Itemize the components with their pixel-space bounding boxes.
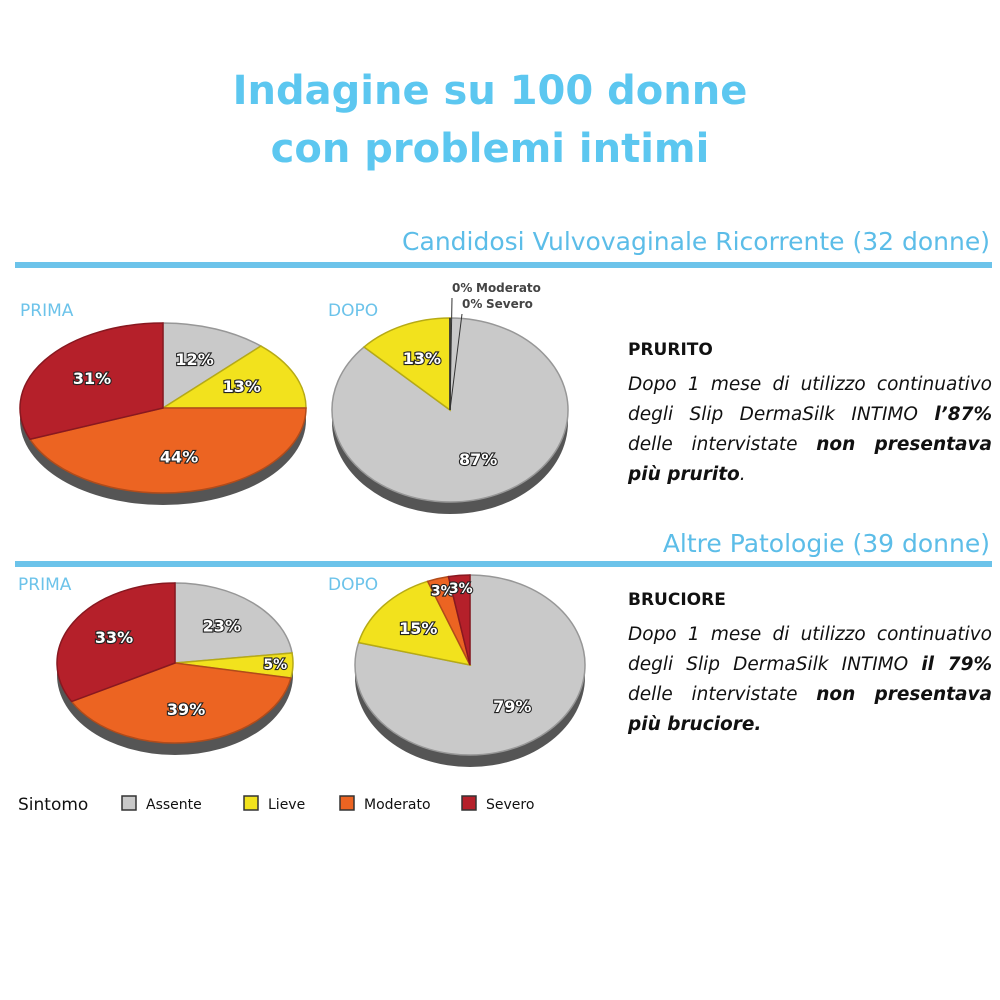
value-label: 15%: [399, 619, 437, 638]
symptom: BRUCIORE: [628, 590, 726, 610]
legend-label: Lieve: [268, 797, 305, 813]
text-run: non presentava più bruciore.: [628, 684, 992, 735]
value-label: 0%: [452, 281, 472, 295]
pie-slice: [354, 574, 586, 756]
legend-label: Severo: [486, 797, 534, 813]
pie-label: DOPO: [328, 301, 378, 321]
rule: [15, 262, 992, 268]
value-label: 12%: [175, 350, 213, 369]
legend-swatch: [339, 795, 355, 811]
symptom: PRURITO: [628, 340, 713, 360]
category-label: Severo: [486, 297, 533, 311]
text-run: non presentava più prurito: [628, 434, 992, 485]
rule: [15, 561, 992, 567]
pie-slice: [70, 662, 292, 744]
value-label: 5%: [263, 657, 287, 673]
pie-label: PRIMA: [18, 575, 72, 595]
paragraph: Dopo 1 mese di utilizzo continuativo deg…: [628, 620, 992, 740]
leader: [449, 313, 463, 411]
value-label: 87%: [459, 450, 497, 469]
text-run: Dopo 1 mese di utilizzo continuativo deg…: [628, 374, 992, 425]
pie-slice: [331, 317, 569, 503]
pie-slice: [447, 574, 471, 666]
value-label: 31%: [73, 369, 111, 388]
legend-title: Sintomo: [18, 795, 88, 815]
value-label: 44%: [160, 448, 198, 467]
text-run: delle intervistate: [628, 434, 817, 455]
pie-slice: [28, 407, 307, 494]
value-label: 0%: [462, 297, 482, 311]
value-label: 39%: [167, 700, 205, 719]
text-run: Dopo 1 mese di utilizzo continuativo deg…: [628, 624, 992, 675]
section-heading: Candidosi Vulvovaginale Ricorrente (32 d…: [402, 227, 990, 256]
paragraph: Dopo 1 mese di utilizzo continuativo deg…: [628, 370, 992, 490]
text-block: PRURITO Dopo 1 mese di utilizzo continua…: [628, 340, 992, 490]
legend-label: Assente: [146, 797, 202, 813]
pie-slice: [357, 580, 472, 667]
value-label: 13%: [403, 349, 441, 368]
legend-swatch: [243, 795, 259, 811]
text-run: delle intervistate: [628, 684, 817, 705]
title-line: Indagine su 100 donne: [233, 68, 748, 114]
pie-slice: [56, 582, 176, 703]
value-label: 13%: [223, 377, 261, 396]
title-line: con problemi intimi: [271, 126, 710, 172]
text-run: il 79%: [921, 654, 992, 675]
text-block: BRUCIORE Dopo 1 mese di utilizzo continu…: [628, 590, 992, 740]
section-heading: Altre Patologie (39 donne): [663, 529, 990, 558]
category-label: Moderato: [476, 281, 541, 295]
pie-slice: [160, 345, 307, 409]
text-run: .: [739, 464, 746, 485]
value-label: 33%: [95, 628, 133, 647]
text-run: l’87%: [934, 404, 992, 425]
pie-slice: [362, 317, 451, 412]
pie-slice: [174, 582, 293, 664]
value-label: 3%: [431, 584, 455, 600]
value-label: 23%: [203, 616, 241, 635]
pie-slice: [162, 322, 263, 410]
pie-label: DOPO: [328, 575, 378, 595]
legend-swatch: [461, 795, 477, 811]
value-label: 79%: [493, 697, 531, 716]
legend-label: Moderato: [364, 797, 431, 813]
value-label: 3%: [449, 581, 473, 597]
pie-slice: [19, 322, 164, 441]
pie-label: PRIMA: [20, 301, 74, 321]
legend-swatch: [121, 795, 137, 811]
